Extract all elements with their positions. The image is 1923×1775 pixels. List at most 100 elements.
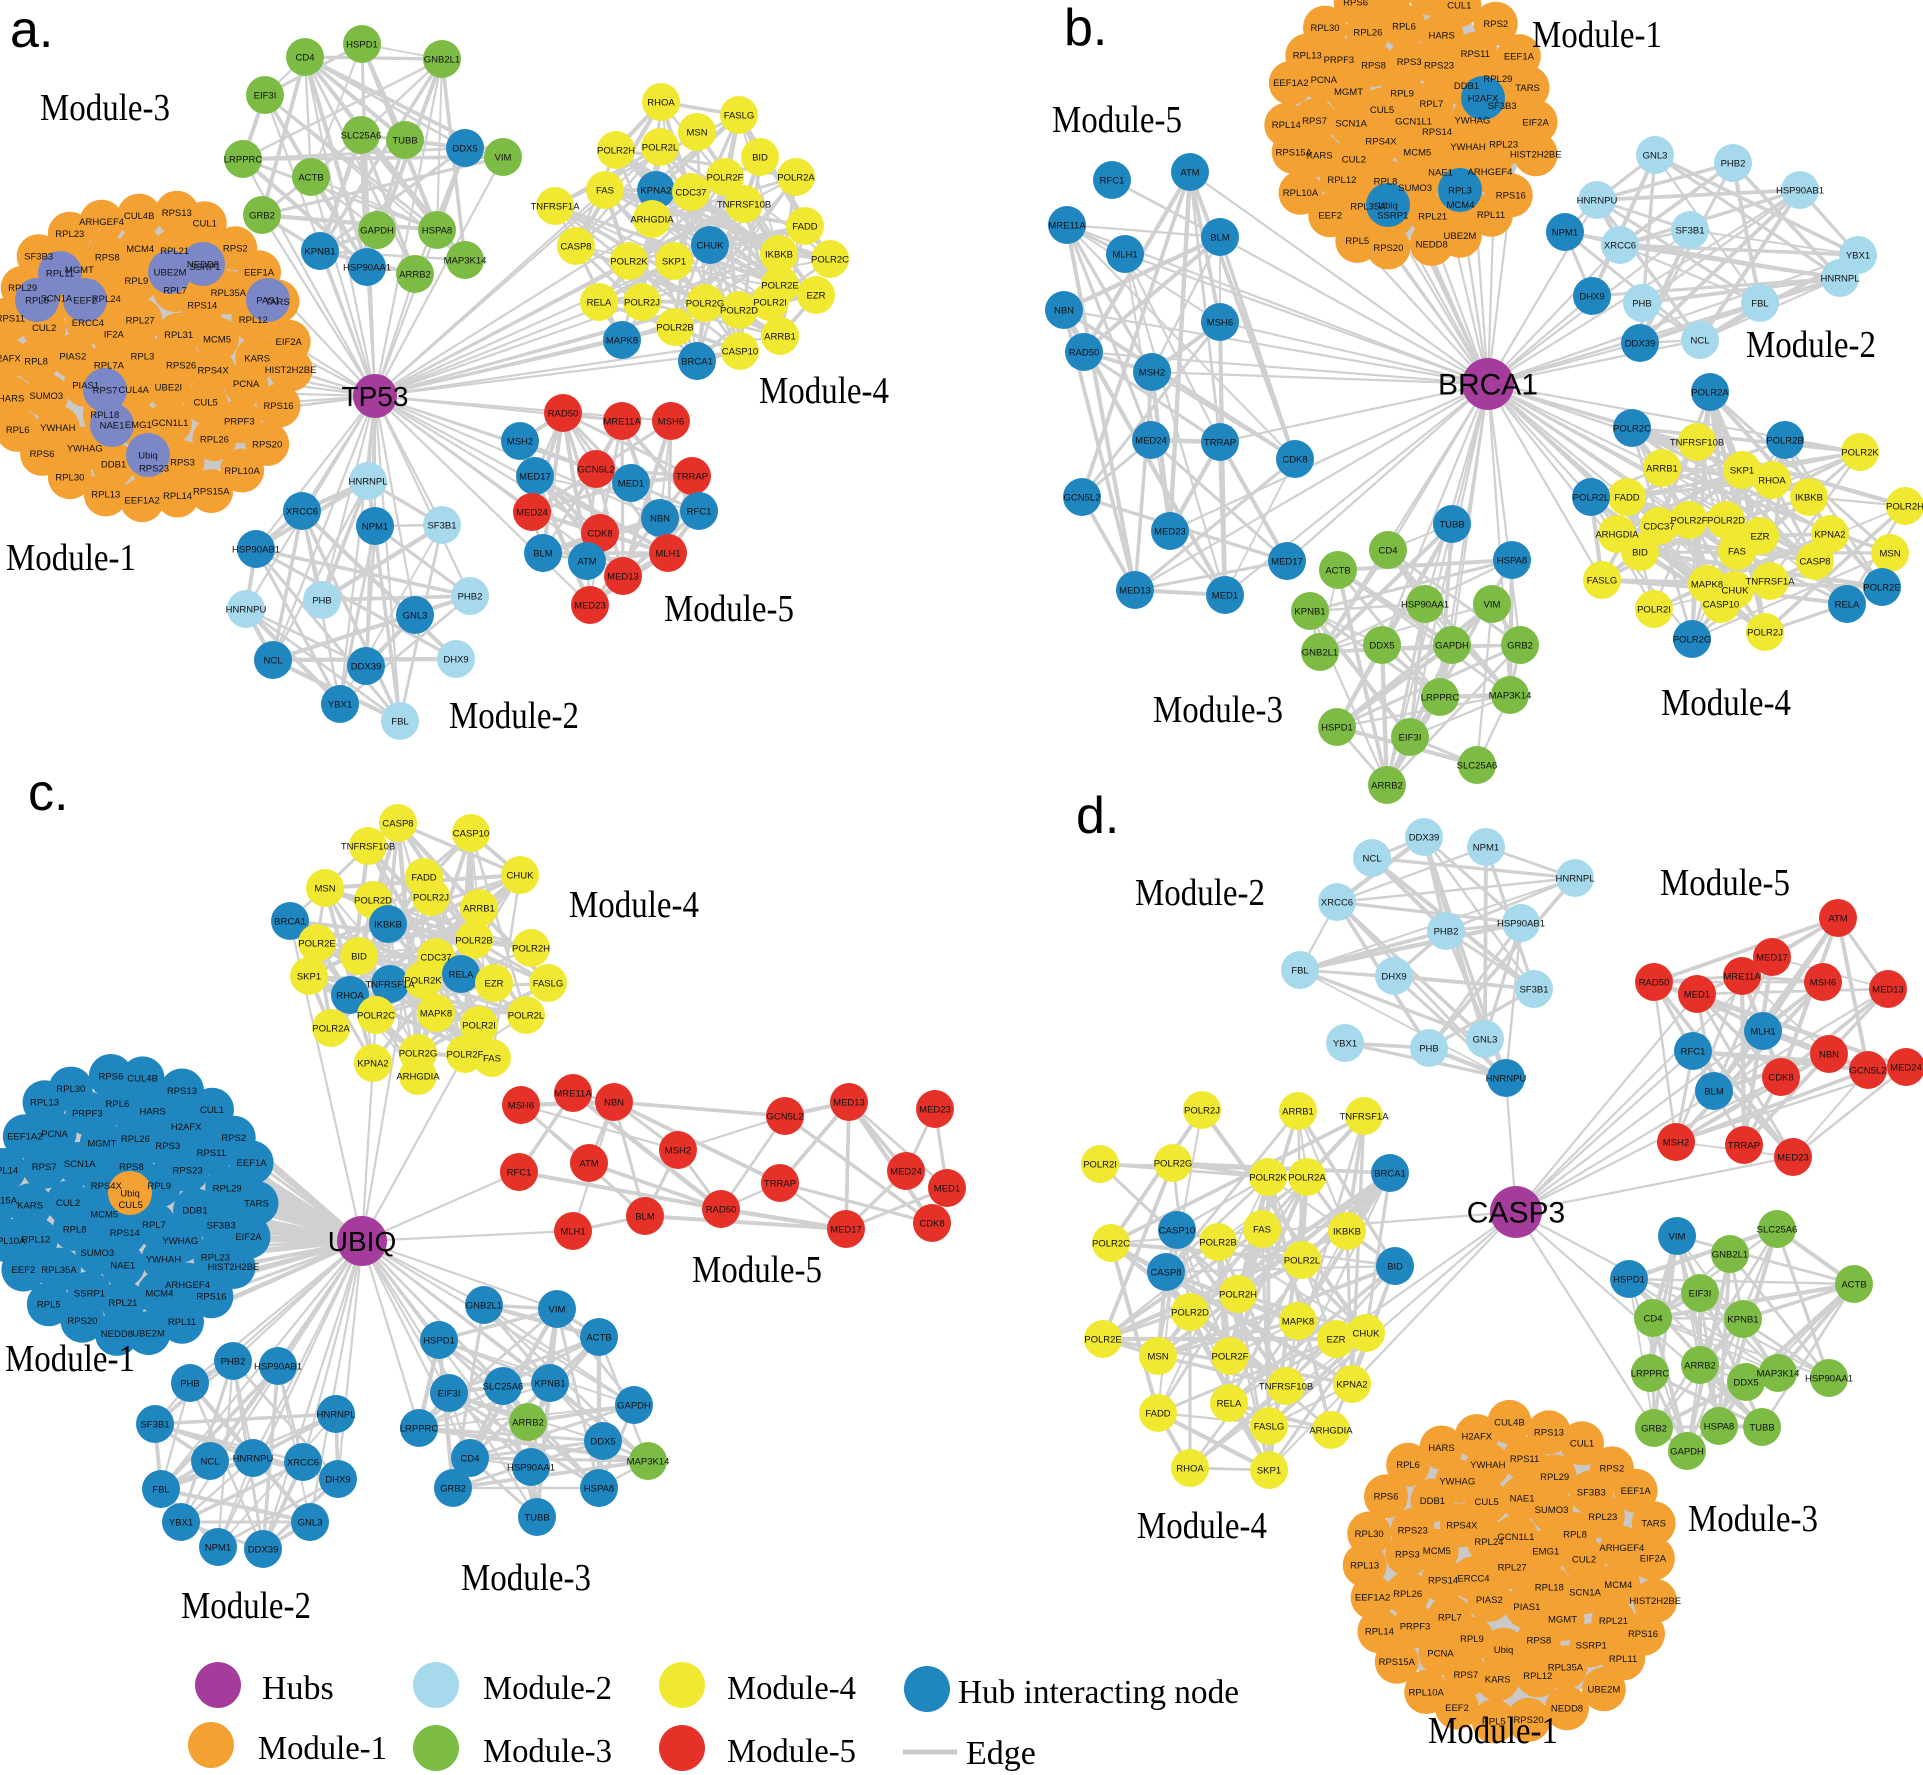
svg-text:RPS20: RPS20 [67, 1316, 97, 1327]
svg-text:POLR2K: POLR2K [404, 975, 442, 986]
svg-text:POLR2B: POLR2B [455, 935, 493, 946]
svg-text:RPL5: RPL5 [1482, 1717, 1506, 1728]
svg-text:RPS6: RPS6 [1343, 0, 1368, 9]
svg-text:BRCA1: BRCA1 [1374, 1168, 1406, 1179]
svg-text:SSRP1: SSRP1 [1576, 1641, 1607, 1652]
svg-text:RHOA: RHOA [1758, 475, 1786, 486]
svg-text:BLM: BLM [533, 548, 553, 559]
svg-text:HARS: HARS [0, 394, 24, 405]
svg-text:POLR2H: POLR2H [597, 145, 635, 156]
svg-text:MGMT: MGMT [87, 1138, 116, 1149]
svg-text:FAS: FAS [483, 1053, 501, 1064]
svg-text:POLR2I: POLR2I [753, 297, 787, 308]
svg-text:CUL5: CUL5 [194, 397, 218, 408]
svg-text:RPS2: RPS2 [1599, 1464, 1624, 1475]
svg-text:HIST2H2BE: HIST2H2BE [208, 1262, 260, 1273]
svg-text:MED24: MED24 [516, 507, 548, 518]
svg-text:PIAS2: PIAS2 [1476, 1595, 1503, 1606]
svg-text:KPNA2: KPNA2 [1336, 1379, 1367, 1390]
svg-text:RPL26: RPL26 [1393, 1589, 1422, 1600]
svg-text:YWHAH: YWHAH [1470, 1460, 1506, 1471]
svg-text:KPNB1: KPNB1 [1294, 606, 1325, 617]
svg-text:MCM5: MCM5 [203, 334, 231, 345]
svg-text:TARS: TARS [265, 297, 290, 308]
svg-text:MED24: MED24 [1135, 435, 1167, 446]
svg-text:YBX1: YBX1 [328, 699, 352, 710]
svg-text:FASLG: FASLG [1587, 575, 1618, 586]
svg-text:PHB: PHB [1632, 298, 1652, 309]
svg-text:DHX9: DHX9 [1579, 291, 1604, 302]
svg-text:TNFRSF1A: TNFRSF1A [530, 201, 580, 212]
svg-text:ARHGEF4: ARHGEF4 [1599, 1543, 1644, 1554]
svg-text:CD4: CD4 [1378, 545, 1397, 556]
svg-text:CUL2: CUL2 [32, 323, 56, 334]
svg-text:HSP90AA1: HSP90AA1 [1805, 1373, 1853, 1384]
svg-text:RPL29: RPL29 [213, 1184, 242, 1195]
svg-text:RPS13: RPS13 [1534, 1428, 1564, 1439]
svg-text:DDB1: DDB1 [1454, 81, 1479, 92]
svg-text:KPNB1: KPNB1 [304, 246, 335, 257]
svg-text:MED13: MED13 [1119, 585, 1151, 596]
svg-text:POLR2C: POLR2C [357, 1010, 395, 1021]
svg-text:RPS23: RPS23 [173, 1165, 203, 1176]
svg-text:EEF2: EEF2 [1445, 1703, 1469, 1714]
svg-text:RPL3: RPL3 [1448, 185, 1472, 196]
svg-text:Module-3: Module-3 [1153, 689, 1283, 731]
svg-text:POLR2I: POLR2I [462, 1020, 496, 1031]
svg-text:NBN: NBN [604, 1097, 624, 1108]
svg-text:CDC37: CDC37 [675, 187, 706, 198]
svg-text:KARS: KARS [17, 1201, 43, 1212]
svg-text:ARRB2: ARRB2 [399, 269, 431, 280]
svg-text:RPL18: RPL18 [90, 410, 119, 421]
svg-text:MSH2: MSH2 [1139, 367, 1165, 378]
svg-text:POLR2F: POLR2F [1212, 1351, 1249, 1362]
svg-text:ATM: ATM [579, 1158, 598, 1169]
svg-text:GCN5L2: GCN5L2 [767, 1111, 804, 1122]
svg-text:MRE11A: MRE11A [554, 1088, 592, 1099]
svg-text:Module-2: Module-2 [483, 1670, 612, 1707]
svg-text:RPL6: RPL6 [1396, 1460, 1420, 1471]
svg-text:POLR2G: POLR2G [686, 298, 725, 309]
svg-text:MGMT: MGMT [1334, 87, 1363, 98]
svg-text:SF3B3: SF3B3 [1577, 1488, 1606, 1499]
svg-text:RPS4X: RPS4X [91, 1181, 123, 1192]
svg-text:RPL5: RPL5 [37, 1300, 61, 1311]
svg-text:Module-2: Module-2 [1135, 872, 1265, 914]
svg-text:SF3B3: SF3B3 [207, 1221, 236, 1232]
svg-text:RPL9: RPL9 [1460, 1634, 1484, 1645]
svg-text:POLR2C: POLR2C [1092, 1238, 1130, 1249]
svg-text:SCN1A: SCN1A [64, 1159, 96, 1170]
svg-text:DHX9: DHX9 [1381, 971, 1406, 982]
svg-text:EEF1A: EEF1A [1621, 1486, 1652, 1497]
svg-text:CUL5: CUL5 [1475, 1497, 1499, 1508]
svg-text:SKP1: SKP1 [1730, 465, 1754, 476]
svg-text:KARS: KARS [1485, 1674, 1511, 1685]
svg-text:GAPDH: GAPDH [1670, 1446, 1704, 1457]
svg-text:PHB2: PHB2 [1721, 158, 1746, 169]
svg-text:TUBB: TUBB [1439, 519, 1464, 530]
svg-text:NPM1: NPM1 [1473, 842, 1499, 853]
svg-text:DDX5: DDX5 [1733, 1377, 1758, 1388]
svg-text:CDK8: CDK8 [919, 1218, 944, 1229]
svg-text:GNB2L1: GNB2L1 [1302, 647, 1338, 658]
svg-text:ARRB2: ARRB2 [1371, 780, 1403, 791]
svg-text:ARHGDIA: ARHGDIA [630, 214, 674, 225]
svg-text:ACTB: ACTB [298, 172, 323, 183]
svg-text:RFC1: RFC1 [1681, 1046, 1706, 1057]
svg-text:POLR2B: POLR2B [656, 322, 694, 333]
svg-text:MCM4: MCM4 [1447, 200, 1475, 211]
svg-text:SF3B1: SF3B1 [1519, 984, 1548, 995]
svg-text:MLH1: MLH1 [560, 1226, 585, 1237]
svg-text:SSRP1: SSRP1 [1377, 210, 1408, 221]
svg-text:KARS: KARS [1307, 151, 1333, 162]
svg-text:CASP3: CASP3 [1467, 1197, 1565, 1230]
svg-text:Module-1: Module-1 [258, 1730, 387, 1767]
svg-text:RPS11: RPS11 [1461, 49, 1490, 60]
svg-text:PHB2: PHB2 [458, 591, 483, 602]
svg-text:VIM: VIM [1669, 1231, 1686, 1242]
svg-text:HNRNPL: HNRNPL [316, 1409, 355, 1420]
svg-text:NEDD8: NEDD8 [1416, 239, 1448, 250]
svg-text:RPL29: RPL29 [1483, 74, 1512, 85]
svg-text:RELA: RELA [1835, 599, 1860, 610]
svg-text:TNFRSF10B: TNFRSF10B [717, 199, 771, 210]
